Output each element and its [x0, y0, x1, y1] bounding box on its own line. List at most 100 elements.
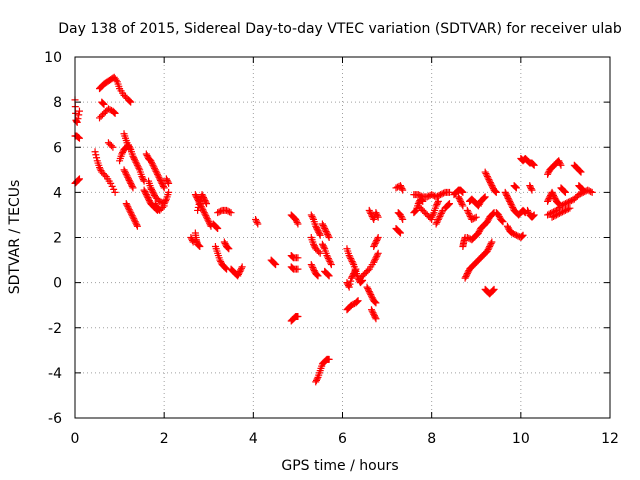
- data-point: [235, 269, 243, 277]
- data-point: [106, 106, 114, 114]
- data-point: [141, 188, 149, 196]
- data-point: [324, 255, 332, 263]
- data-point: [489, 286, 497, 294]
- data-point: [358, 273, 366, 281]
- data-point: [544, 169, 552, 177]
- data-point: [366, 208, 374, 216]
- data-point: [545, 210, 553, 218]
- data-point: [370, 310, 378, 318]
- data-point: [204, 216, 212, 224]
- data-point: [110, 108, 118, 116]
- data-point: [294, 312, 302, 320]
- data-point: [91, 148, 99, 156]
- data-point: [294, 265, 302, 273]
- data-point: [254, 220, 262, 228]
- data-point: [292, 215, 300, 223]
- data-point: [160, 184, 168, 192]
- data-point: [554, 210, 562, 218]
- data-point: [349, 271, 357, 279]
- data-point: [503, 193, 511, 201]
- data-point: [196, 243, 204, 251]
- data-point: [130, 215, 138, 223]
- data-point: [553, 198, 561, 206]
- data-point: [122, 170, 130, 178]
- data-point: [576, 167, 584, 175]
- data-point: [74, 176, 82, 184]
- data-point: [324, 232, 332, 240]
- data-point: [123, 172, 131, 180]
- data-point: [320, 243, 328, 251]
- data-point: [354, 297, 362, 305]
- data-point: [318, 220, 326, 228]
- data-point: [195, 242, 203, 250]
- data-point: [474, 202, 482, 210]
- data-point: [529, 160, 537, 168]
- data-point: [483, 171, 491, 179]
- data-point: [320, 223, 328, 231]
- data-point: [125, 97, 133, 105]
- data-point: [368, 307, 376, 315]
- data-point: [96, 114, 104, 122]
- data-point: [504, 224, 512, 232]
- data-point: [187, 234, 195, 241]
- data-point: [544, 170, 552, 178]
- data-point: [223, 243, 231, 251]
- data-point: [373, 210, 381, 218]
- chart-title: Day 138 of 2015, Sidereal Day-to-day VTE…: [58, 21, 622, 37]
- data-point: [347, 255, 355, 263]
- data-point: [147, 184, 155, 192]
- data-point: [238, 263, 246, 271]
- data-point: [145, 195, 153, 203]
- data-point: [465, 209, 473, 217]
- data-point: [457, 187, 465, 195]
- data-point: [370, 312, 378, 320]
- data-point: [100, 100, 108, 108]
- data-point: [399, 215, 407, 223]
- data-point: [495, 212, 503, 220]
- data-point: [578, 185, 586, 193]
- data-point: [104, 105, 112, 113]
- data-point: [252, 217, 260, 225]
- data-point: [432, 202, 440, 210]
- data-point: [237, 264, 245, 272]
- data-point: [372, 315, 380, 323]
- data-point: [550, 212, 558, 220]
- data-point: [414, 191, 422, 199]
- data-point: [367, 306, 375, 314]
- data-point: [370, 257, 378, 265]
- data-point: [309, 214, 317, 222]
- data-point: [125, 204, 132, 212]
- data-point: [156, 176, 164, 184]
- data-point: [127, 181, 135, 189]
- data-point: [428, 213, 436, 221]
- data-point: [529, 161, 537, 169]
- data-point: [433, 200, 441, 208]
- data-point: [234, 270, 242, 278]
- data-point: [557, 161, 565, 169]
- data-point: [156, 197, 164, 205]
- data-point: [481, 168, 489, 176]
- data-point: [420, 208, 428, 216]
- data-point: [288, 264, 296, 272]
- data-point: [215, 208, 223, 216]
- data-point: [481, 193, 489, 201]
- data-point: [434, 192, 442, 200]
- data-point: [503, 222, 511, 230]
- data-point: [316, 249, 324, 257]
- data-point: [194, 206, 202, 214]
- data-point: [139, 176, 147, 184]
- data-point: [463, 270, 471, 278]
- x-tick-label: 8: [427, 431, 436, 447]
- data-point: [475, 200, 483, 208]
- data-point: [225, 245, 233, 253]
- data-point: [369, 309, 377, 317]
- data-point: [434, 215, 442, 223]
- data-point: [192, 192, 200, 200]
- data-point: [490, 285, 498, 293]
- data-point: [202, 212, 210, 220]
- data-point: [550, 193, 558, 201]
- data-point: [392, 184, 400, 192]
- data-point: [312, 245, 320, 253]
- axis-ticks: [74, 56, 611, 419]
- data-point: [308, 262, 316, 270]
